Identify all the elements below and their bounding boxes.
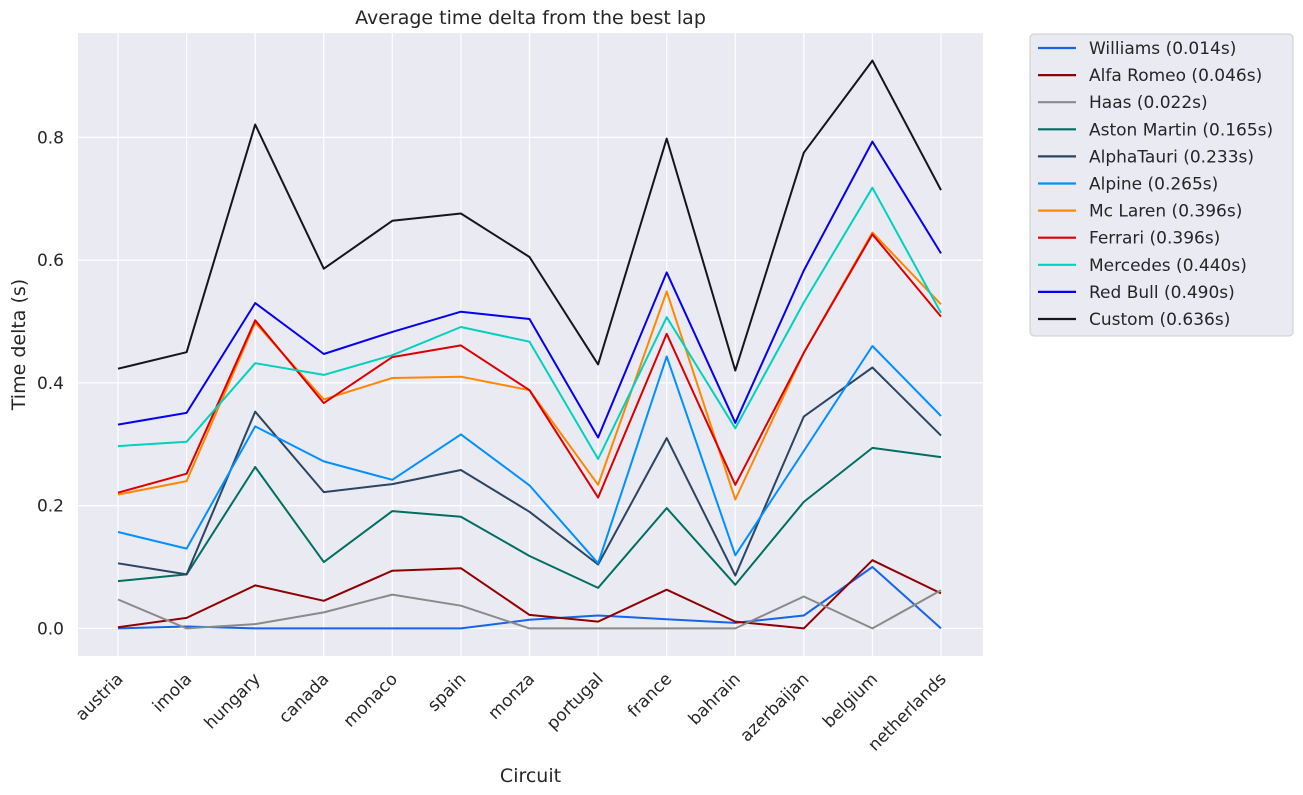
series-line-custom (117, 59, 942, 372)
series-line-alfa-romeo (117, 559, 942, 630)
series-line-aston-martin (117, 446, 942, 589)
legend: Williams (0.014s) Alfa Romeo (0.046s) Haas… (1029, 33, 1294, 337)
legend-entry: Mc Laren (0.396s) (1089, 202, 1242, 222)
y-axis-ticks: 0.0 0.2 0.4 0.6 0.8 (37, 128, 64, 639)
series-line-mercedes (117, 186, 942, 460)
legend-entry: Ferrari (0.396s) (1089, 229, 1220, 249)
y-tick-label: 0.0 (37, 619, 64, 639)
legend-box (1029, 33, 1294, 337)
legend-entry: Haas (0.022s) (1089, 93, 1208, 113)
legend-entry: Williams (0.014s) (1089, 39, 1236, 59)
x-tick-label: austria (72, 669, 128, 725)
x-tick-label: hungary (201, 669, 265, 733)
chart-title: Average time delta from the best lap (355, 7, 706, 29)
series-lines (117, 59, 942, 630)
legend-entry: AlphaTauri (0.233s) (1089, 147, 1254, 167)
legend-entry: Red Bull (0.490s) (1089, 283, 1235, 303)
series-line-ferrari (117, 233, 942, 499)
x-tick-label: france (624, 669, 676, 721)
legend-entry: Aston Martin (0.165s) (1089, 120, 1273, 140)
x-tick-label: imola (149, 669, 196, 716)
x-axis-label: Circuit (500, 765, 561, 787)
series-line-williams (117, 566, 942, 630)
x-tick-label: canada (275, 669, 333, 727)
x-axis-ticks: austria imola hungary canada monaco spain monz… (72, 669, 951, 755)
plot-area (78, 33, 983, 656)
y-tick-label: 0.4 (37, 374, 64, 394)
legend-entry: Custom (0.636s) (1089, 310, 1230, 330)
y-tick-label: 0.2 (37, 497, 64, 517)
x-tick-label: azerbaijan (737, 669, 814, 746)
y-tick-label: 0.6 (37, 251, 64, 271)
x-tick-label: belgium (819, 669, 882, 732)
series-line-red-bull (117, 140, 942, 439)
x-tick-label: monza (485, 669, 540, 724)
x-tick-label: spain (424, 669, 470, 715)
legend-entry: Alfa Romeo (0.046s) (1089, 66, 1262, 86)
series-line-haas (117, 589, 942, 630)
x-tick-label: bahrain (685, 669, 745, 729)
series-line-alphatauri (117, 366, 942, 577)
legend-entry: Mercedes (0.440s) (1089, 256, 1247, 276)
x-tick-label: monaco (340, 669, 402, 731)
y-tick-label: 0.8 (37, 128, 64, 148)
series-line-alpine (117, 345, 942, 565)
y-axis-label: Time delta (s) (8, 279, 30, 411)
legend-entry: Alpine (0.265s) (1089, 175, 1218, 195)
x-tick-label: portugal (543, 669, 608, 734)
